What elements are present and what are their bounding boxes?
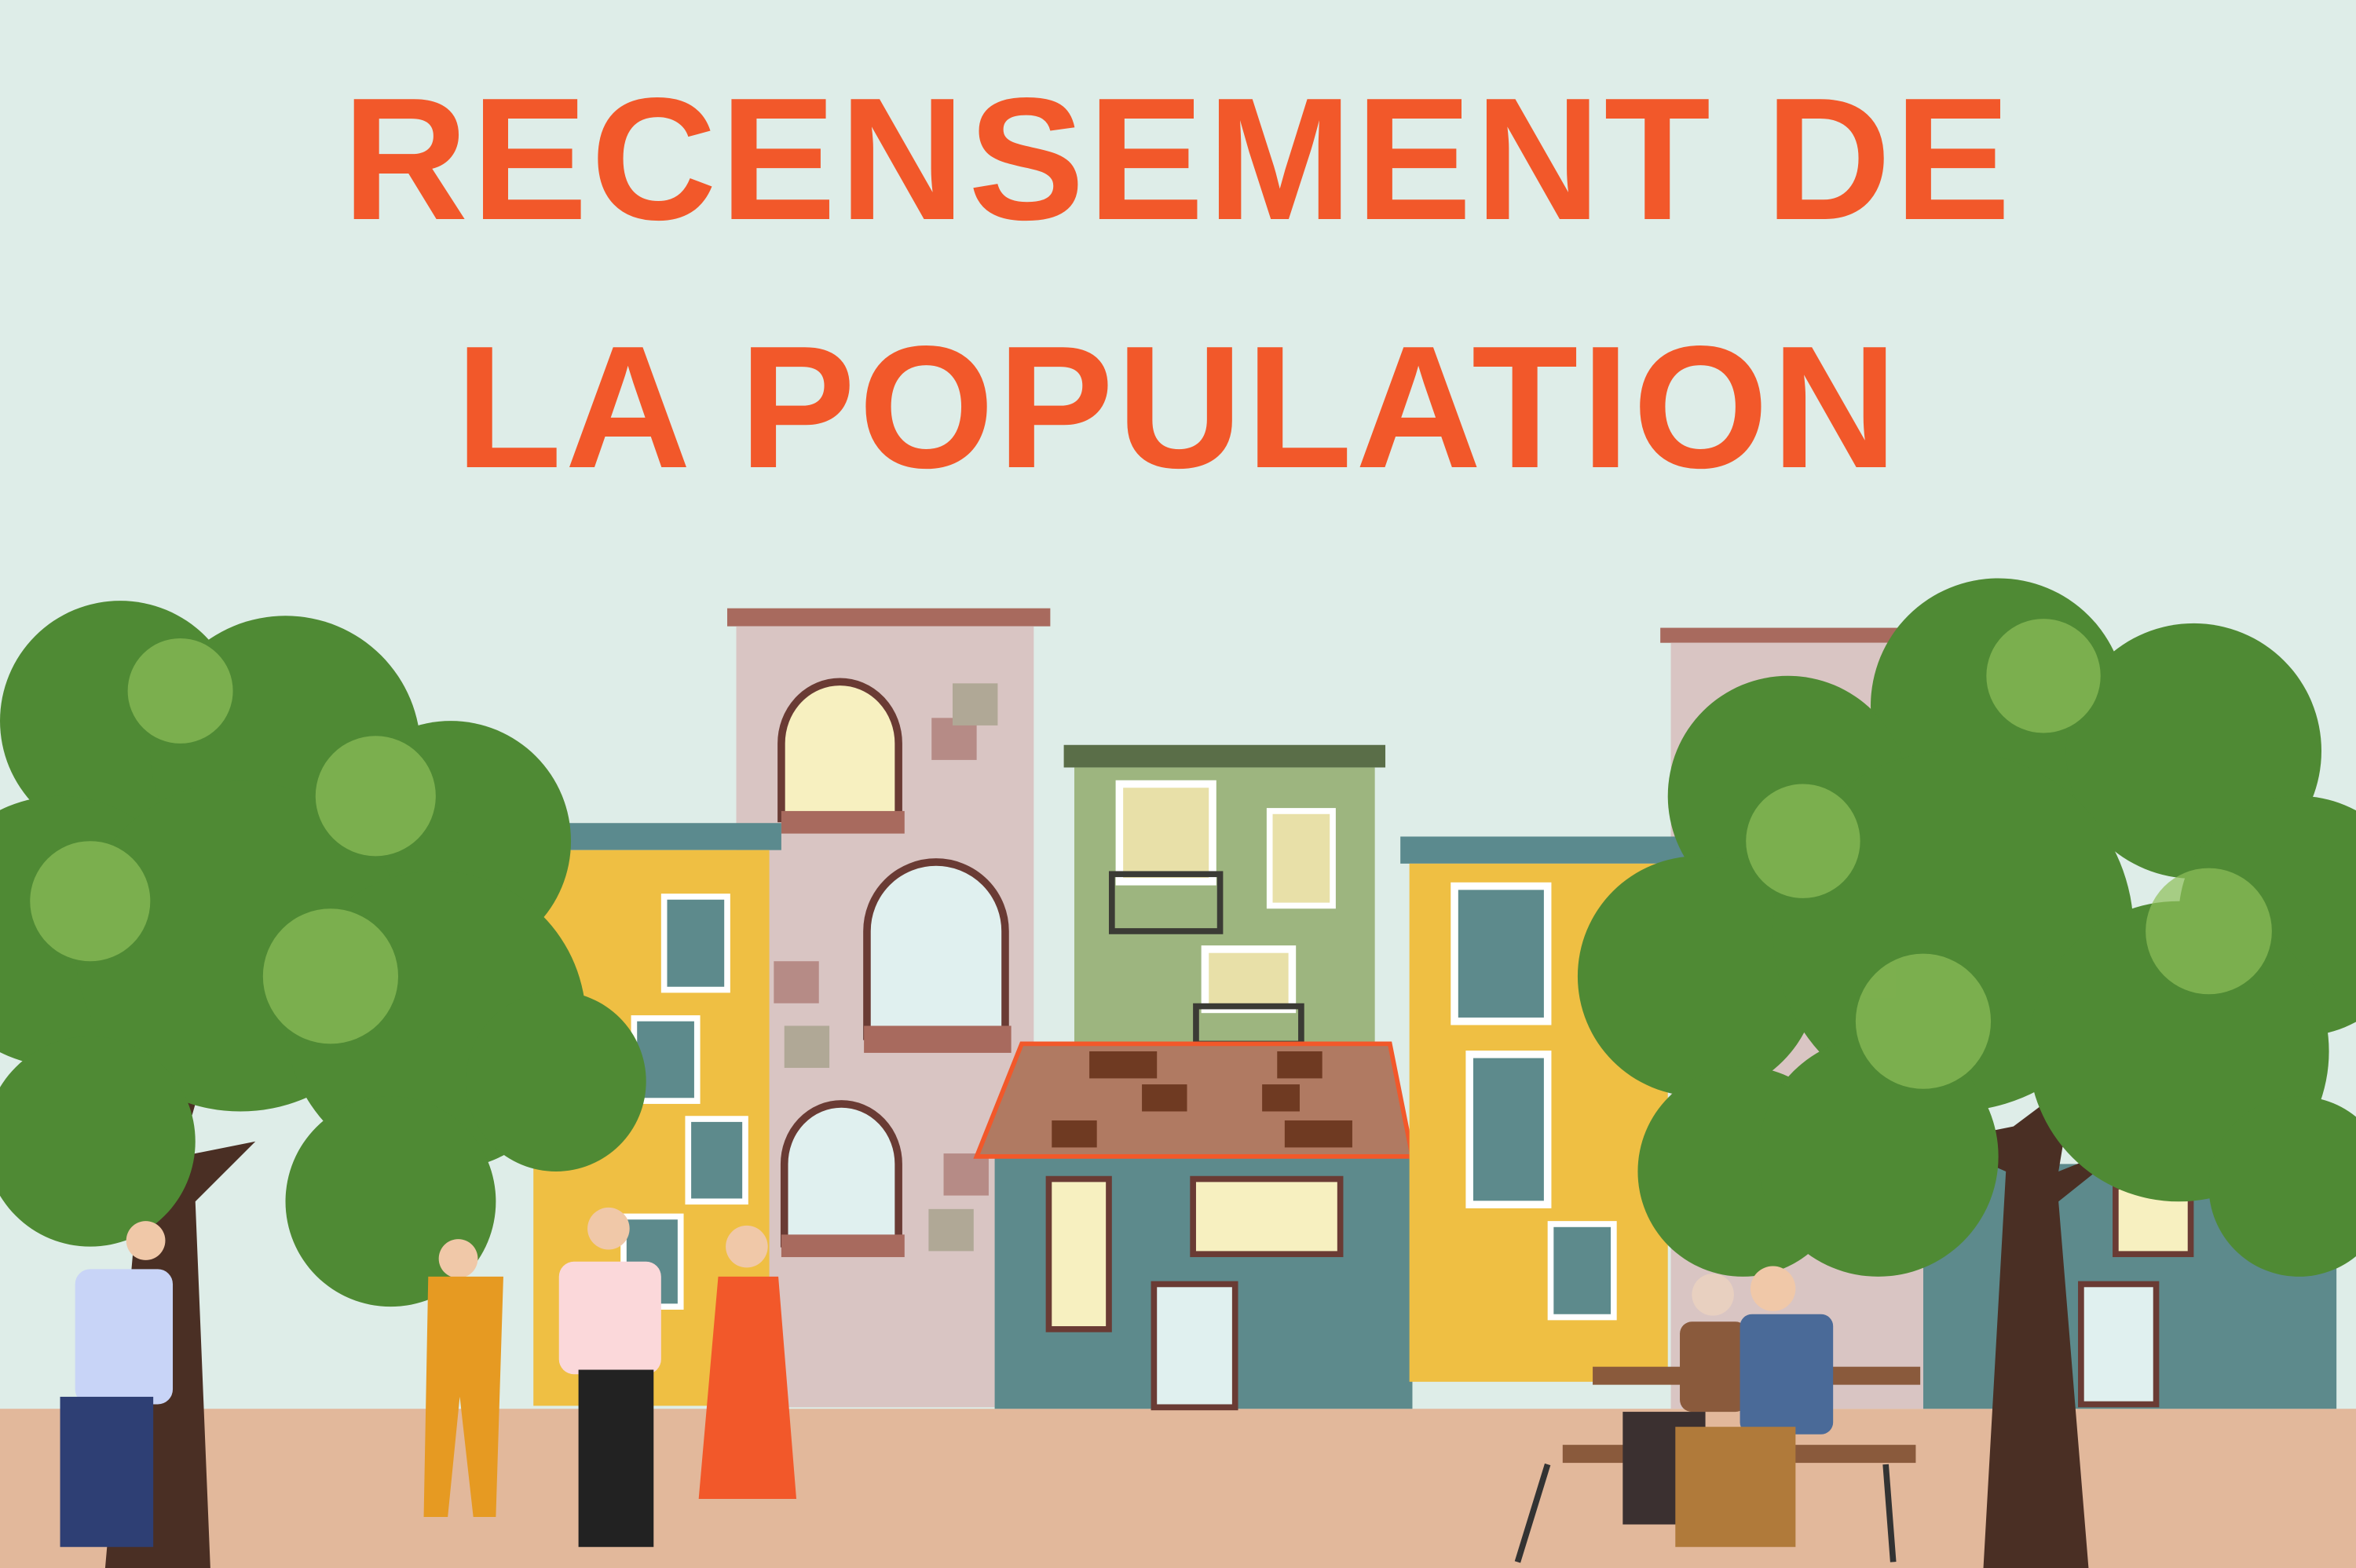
bench-couple [1514,1266,1921,1563]
building-green [1063,744,1386,1053]
man-beard [558,1207,661,1548]
title-line-2: LA POPULATION [455,310,1901,505]
tree-left [0,601,646,1568]
title-line-1: RECENSEMENT DE [342,62,2014,257]
man-left [60,1221,174,1548]
building-teal-right [1922,1164,2337,1409]
ground [0,1409,2356,1568]
woman-orange-dress [698,1225,797,1500]
building-pink-tall [727,608,1051,1408]
woman-overalls [423,1239,503,1517]
building-teal-roofed [973,1041,1415,1411]
tree-right [1577,578,2356,1568]
